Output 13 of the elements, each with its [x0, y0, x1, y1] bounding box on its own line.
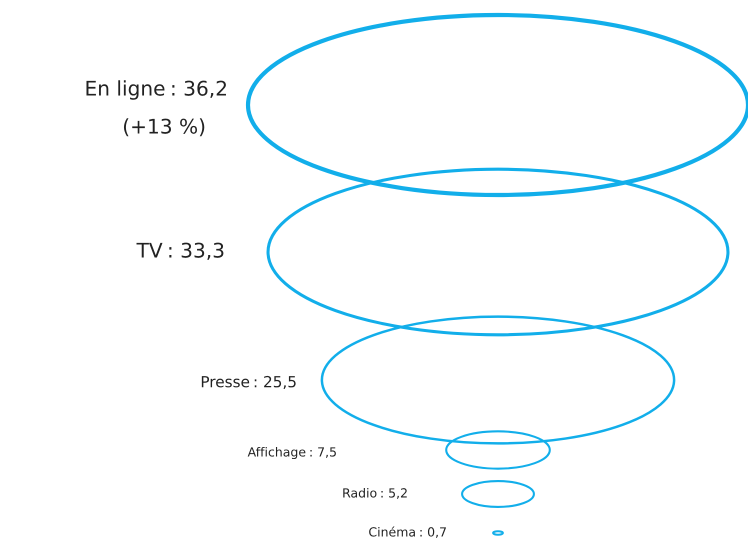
category-label: Radio: [343, 488, 376, 498]
category-label: En ligne: [86, 80, 164, 100]
data-label: : 0,7: [420, 527, 446, 538]
data-label: : 33,3: [169, 242, 224, 260]
category-label: Presse: [202, 376, 250, 388]
category-label: Cinéma: [369, 526, 415, 537]
text: (+13 %): [124, 118, 204, 136]
data-label: : 7,5: [310, 447, 336, 458]
category-label: TV: [136, 242, 162, 258]
data-label: : 25,5: [254, 376, 296, 389]
category-label: Affichage: [248, 446, 306, 460]
data-label: : 36,2: [172, 80, 226, 98]
data-label: : 5,2: [381, 488, 407, 499]
